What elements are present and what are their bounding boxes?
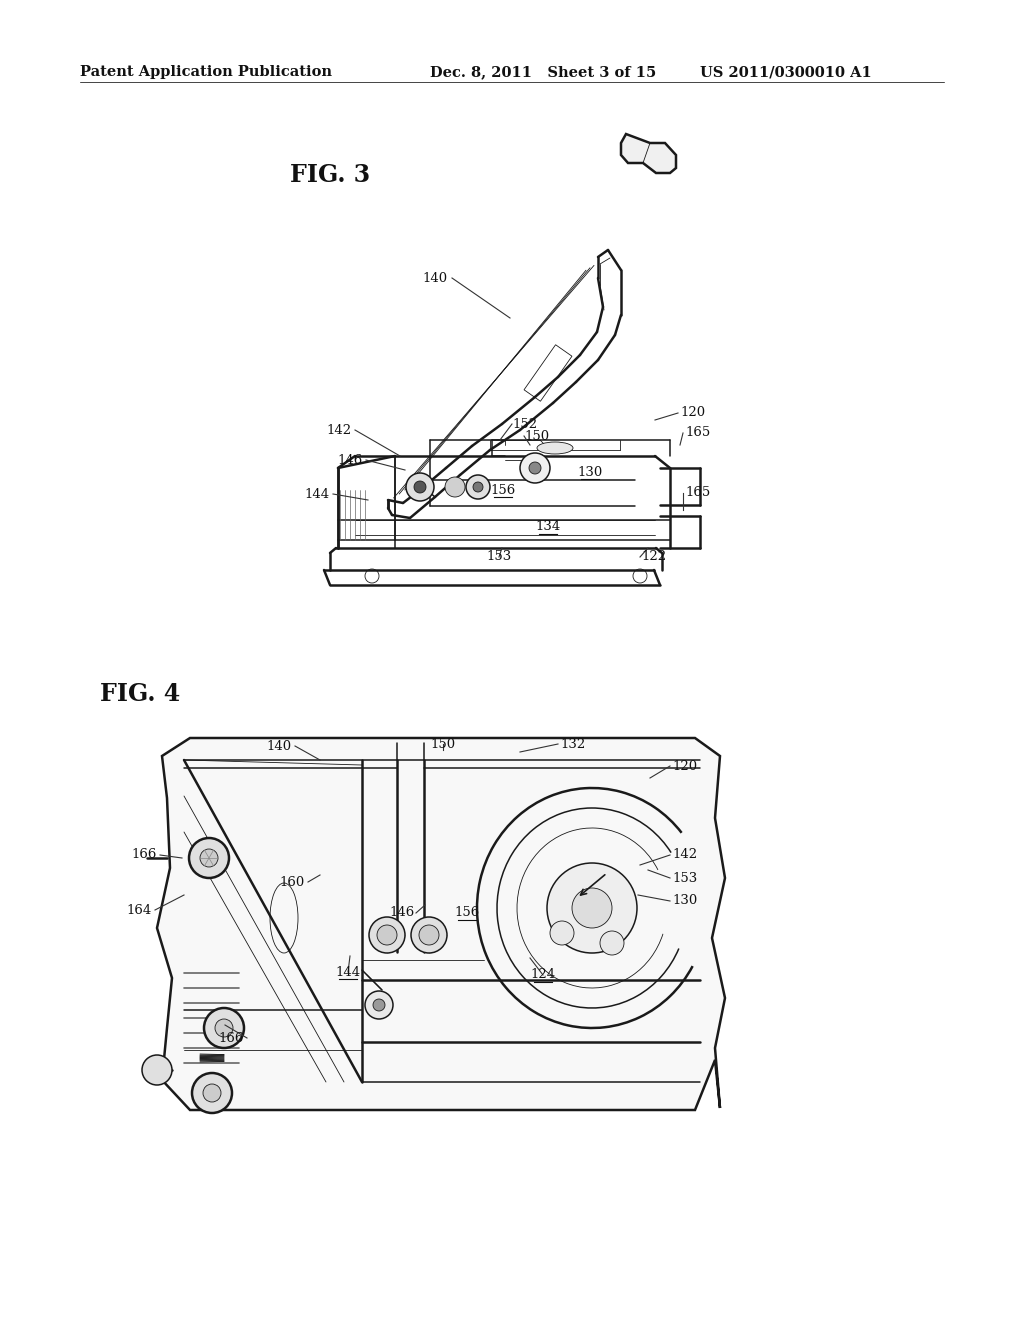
Text: 122: 122 (641, 550, 667, 564)
Circle shape (406, 473, 434, 502)
Text: 146: 146 (390, 907, 415, 920)
Text: 160: 160 (280, 875, 305, 888)
Text: 166: 166 (219, 1031, 244, 1044)
Text: 140: 140 (267, 739, 292, 752)
Text: FIG. 4: FIG. 4 (100, 682, 180, 706)
Circle shape (445, 477, 465, 498)
Text: 120: 120 (672, 759, 697, 772)
Text: 166: 166 (132, 849, 157, 862)
Text: 153: 153 (672, 871, 697, 884)
Text: 130: 130 (578, 466, 603, 479)
Text: 153: 153 (486, 550, 512, 564)
Text: 165: 165 (685, 487, 711, 499)
Text: 156: 156 (455, 907, 479, 920)
Text: 134: 134 (536, 520, 560, 533)
Polygon shape (157, 738, 725, 1110)
Circle shape (411, 917, 447, 953)
Text: 146: 146 (338, 454, 362, 466)
Text: 142: 142 (672, 849, 697, 862)
Circle shape (200, 849, 218, 867)
Circle shape (373, 999, 385, 1011)
Circle shape (142, 1055, 172, 1085)
Text: Patent Application Publication: Patent Application Publication (80, 65, 332, 79)
Text: 150: 150 (430, 738, 456, 751)
Circle shape (414, 480, 426, 492)
Text: 150: 150 (524, 429, 549, 442)
Circle shape (377, 925, 397, 945)
Circle shape (466, 475, 490, 499)
Circle shape (204, 1008, 244, 1048)
Text: Dec. 8, 2011   Sheet 3 of 15: Dec. 8, 2011 Sheet 3 of 15 (430, 65, 656, 79)
Text: 142: 142 (327, 424, 352, 437)
Ellipse shape (537, 442, 573, 454)
Circle shape (189, 838, 229, 878)
Polygon shape (621, 135, 676, 173)
Text: 130: 130 (672, 895, 697, 908)
Circle shape (419, 925, 439, 945)
Circle shape (473, 482, 483, 492)
Text: FIG. 3: FIG. 3 (290, 162, 370, 187)
Text: 132: 132 (560, 738, 586, 751)
Text: 144: 144 (305, 487, 330, 500)
Circle shape (600, 931, 624, 954)
Text: 120: 120 (680, 407, 706, 420)
Text: 156: 156 (490, 483, 516, 496)
Circle shape (203, 1084, 221, 1102)
Circle shape (215, 1019, 233, 1038)
Text: 124: 124 (530, 969, 556, 982)
Text: US 2011/0300010 A1: US 2011/0300010 A1 (700, 65, 871, 79)
Circle shape (369, 917, 406, 953)
Circle shape (550, 921, 574, 945)
Circle shape (520, 453, 550, 483)
Text: 144: 144 (336, 965, 360, 978)
Text: 152: 152 (512, 417, 538, 430)
Circle shape (193, 1073, 232, 1113)
Circle shape (365, 991, 393, 1019)
Text: 140: 140 (423, 272, 449, 285)
Circle shape (529, 462, 541, 474)
Circle shape (547, 863, 637, 953)
Text: 165: 165 (685, 426, 711, 440)
Circle shape (572, 888, 612, 928)
Text: 164: 164 (127, 903, 152, 916)
